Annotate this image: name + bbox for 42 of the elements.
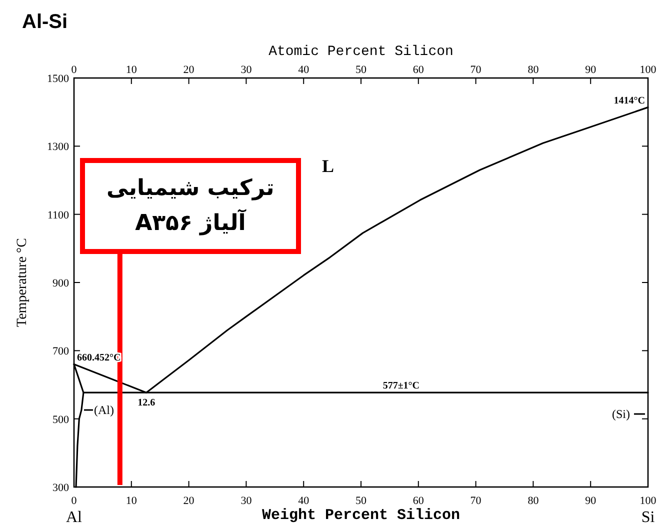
ref-line-label: ترکیب شیمیایی آلیاژ A۳۵۶ bbox=[106, 174, 276, 238]
y-tick-label: 500 bbox=[52, 414, 70, 426]
x-axis-title: Weight Percent Silicon bbox=[262, 507, 460, 524]
x-tick-label: 50 bbox=[356, 64, 367, 76]
x-tick-label: 10 bbox=[126, 64, 138, 76]
annotation: 1414°C bbox=[614, 95, 645, 106]
annotation: (Si) bbox=[612, 407, 630, 421]
x-tick-label: 80 bbox=[528, 64, 540, 76]
text: Si bbox=[641, 509, 656, 526]
x-tick-label: 90 bbox=[585, 64, 597, 76]
text: Al bbox=[66, 509, 83, 526]
x-tick-label: 40 bbox=[298, 64, 310, 76]
x2-tick-label: 100 bbox=[640, 495, 657, 507]
y-axis-title: Temperature °C bbox=[15, 238, 30, 327]
y-tick-label: 1500 bbox=[47, 73, 70, 85]
x2-axis-title: Atomic Percent Silicon bbox=[268, 44, 454, 60]
x-tick-label: 20 bbox=[183, 64, 195, 76]
annotation: 577±1°C bbox=[382, 380, 420, 392]
x2-tick-label: 40 bbox=[298, 495, 310, 507]
x2-tick-label: 50 bbox=[356, 495, 367, 507]
x-tick-label: 60 bbox=[412, 64, 424, 76]
chart-title: Al-Si bbox=[22, 11, 68, 33]
annotation: L bbox=[322, 156, 334, 176]
y-tick-label: 300 bbox=[52, 482, 70, 494]
x2-tick-label: 70 bbox=[470, 495, 482, 507]
x-tick-label: 100 bbox=[640, 64, 657, 76]
x-tick-label: 0 bbox=[71, 64, 78, 76]
y-tick-label: 1100 bbox=[47, 209, 70, 222]
x2-tick-label: 0 bbox=[71, 495, 78, 507]
x2-tick-label: 10 bbox=[126, 495, 138, 507]
x2-tick-label: 60 bbox=[412, 495, 424, 507]
y-tick-label: 900 bbox=[52, 278, 70, 290]
y-tick-label: 1300 bbox=[47, 141, 70, 154]
annotation: (Al) bbox=[94, 403, 114, 417]
annotation: 12.6 bbox=[138, 398, 156, 409]
y-tick-label: 700 bbox=[52, 346, 70, 358]
x2-tick-label: 80 bbox=[528, 495, 540, 507]
x-tick-label: 30 bbox=[240, 64, 252, 76]
x2-tick-label: 30 bbox=[240, 495, 252, 507]
x2-tick-label: 90 bbox=[585, 495, 597, 507]
x2-tick-label: 20 bbox=[183, 495, 195, 507]
x-tick-label: 70 bbox=[470, 64, 482, 76]
